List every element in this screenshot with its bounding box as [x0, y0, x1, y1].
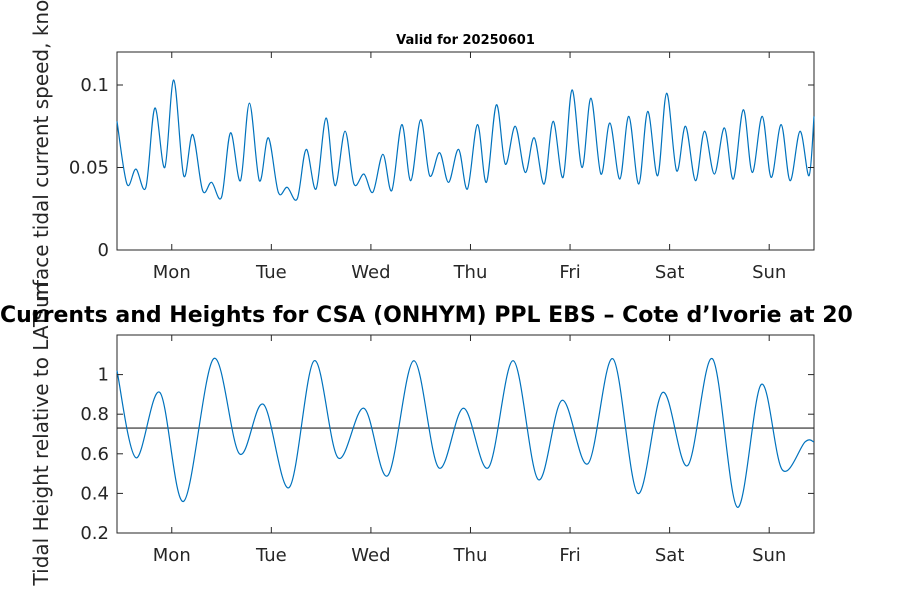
x-tick-label: Mon: [153, 545, 191, 566]
height-y-axis-label: Tidal Height relative to LAT, m: [29, 283, 53, 587]
current-y-axis-label: Surface tidal current speed, knots: [29, 0, 53, 321]
y-tick-label: 1: [98, 365, 109, 386]
y-tick-label: 0.1: [80, 75, 109, 96]
y-tick-label: 0.6: [80, 444, 109, 465]
y-tick-label: 0.05: [69, 158, 109, 179]
current-speed-line: [116, 79, 815, 201]
main-title: Currents and Heights for CSA (ONHYM) PPL…: [0, 303, 853, 328]
x-tick-label: Wed: [351, 262, 390, 283]
current-speed-chart: Valid for 20250601 Surface tidal current…: [29, 0, 815, 321]
plot-area-top: [116, 51, 815, 251]
x-tick-label: Fri: [559, 262, 580, 283]
tidal-height-line: [116, 358, 815, 508]
y-tick-label: 0.4: [80, 483, 109, 504]
x-tick-label: Thu: [453, 545, 488, 566]
x-tick-label: Thu: [453, 262, 488, 283]
height-ticks: Mon Tue Wed Thu Fri Sat Sun 0.2 0.4 0.6 0.8 1: [80, 335, 814, 566]
x-tick-label: Tue: [255, 545, 287, 566]
x-tick-label: Sat: [655, 262, 685, 283]
plot-area-bottom: [116, 334, 815, 534]
x-tick-label: Fri: [559, 545, 580, 566]
x-tick-label: Sun: [752, 262, 786, 283]
x-tick-label: Sat: [655, 545, 685, 566]
tidal-height-chart: Mon Tue Wed Thu Fri Sat Sun 0.2 0.4 0.6 0.8 1 Tidal…: [0, 283, 853, 587]
x-tick-label: Sun: [752, 545, 786, 566]
y-tick-label: 0.2: [80, 523, 109, 544]
current-ticks: Mon Tue Wed Thu Fri Sat Sun 0 0.05 0.1: [69, 52, 814, 283]
y-tick-label: 0.8: [80, 404, 109, 425]
x-tick-label: Mon: [153, 262, 191, 283]
current-chart-title: Valid for 20250601: [396, 33, 535, 48]
x-tick-label: Tue: [255, 262, 287, 283]
y-tick-label: 0: [98, 240, 109, 261]
x-tick-label: Wed: [351, 545, 390, 566]
